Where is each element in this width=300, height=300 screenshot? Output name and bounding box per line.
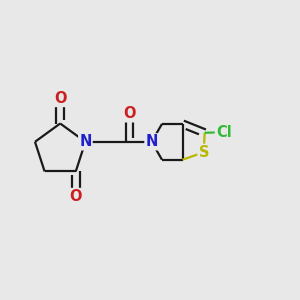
Text: O: O bbox=[123, 106, 136, 121]
Text: N: N bbox=[146, 134, 158, 149]
Text: Cl: Cl bbox=[216, 125, 232, 140]
Text: S: S bbox=[199, 145, 209, 160]
Text: O: O bbox=[54, 91, 66, 106]
Text: N: N bbox=[79, 134, 92, 149]
Text: O: O bbox=[70, 189, 82, 204]
